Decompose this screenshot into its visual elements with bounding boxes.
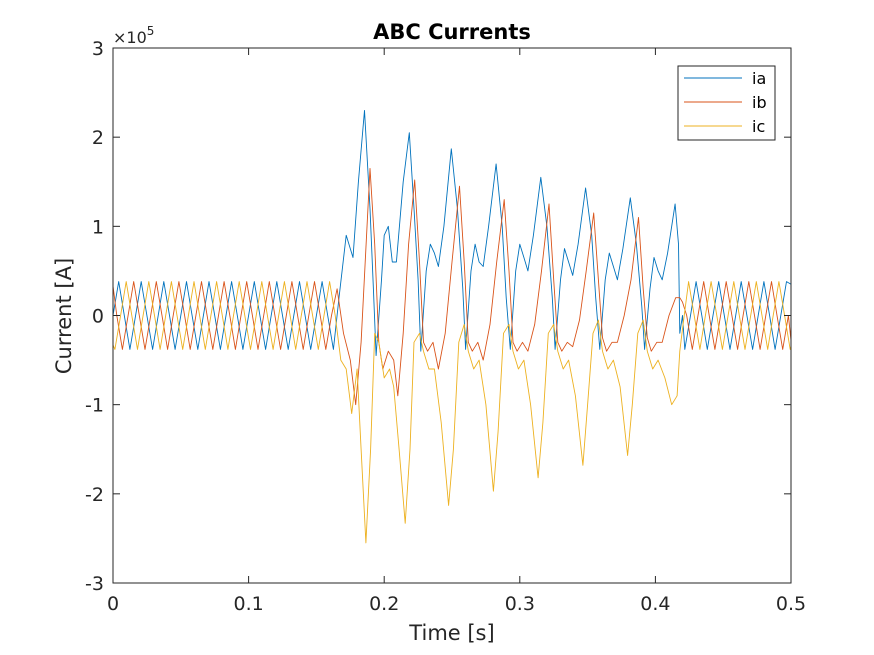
y-tick-label: -2 bbox=[85, 484, 104, 506]
legend-label: ia bbox=[752, 69, 766, 88]
series-line-ia bbox=[112, 109, 792, 357]
series-line-ic bbox=[112, 281, 792, 544]
x-tick-label: 0.4 bbox=[640, 593, 670, 615]
y-exponent-power: 5 bbox=[147, 24, 155, 38]
x-axis-label: Time [s] bbox=[408, 621, 494, 645]
y-axis-label: Current [A] bbox=[52, 258, 76, 374]
y-exponent-base: ×10 bbox=[113, 28, 147, 47]
legend-label: ic bbox=[752, 117, 765, 136]
y-tick-label: 2 bbox=[92, 127, 104, 149]
tick-layer: 0 0.1 0.2 0.3 0.4 0.5 -3 -2 -1 0 1 2 3 bbox=[85, 38, 806, 615]
series-layer bbox=[112, 109, 792, 544]
x-tick-label: 0.3 bbox=[505, 593, 535, 615]
legend: ia ib ic bbox=[677, 65, 776, 141]
y-exponent-label: ×105 bbox=[113, 24, 154, 47]
y-tick-label: 0 bbox=[92, 306, 104, 328]
x-tick-label: 0 bbox=[107, 593, 119, 615]
y-tick-label: 3 bbox=[92, 38, 104, 60]
x-tick-label: 0.2 bbox=[369, 593, 399, 615]
y-tick-label: 1 bbox=[92, 216, 104, 238]
legend-label: ib bbox=[752, 93, 767, 112]
y-tick-label: -1 bbox=[85, 395, 104, 417]
x-tick-label: 0.5 bbox=[776, 593, 806, 615]
legend-item-ia: ia bbox=[684, 69, 766, 88]
legend-items: ia ib ic bbox=[684, 69, 767, 136]
series-line-ib bbox=[112, 167, 792, 406]
x-tick-label: 0.1 bbox=[233, 593, 263, 615]
legend-item-ic: ic bbox=[684, 117, 765, 136]
chart-title: ABC Currents bbox=[373, 20, 531, 44]
y-tick-label: -3 bbox=[85, 573, 104, 595]
legend-item-ib: ib bbox=[684, 93, 767, 112]
